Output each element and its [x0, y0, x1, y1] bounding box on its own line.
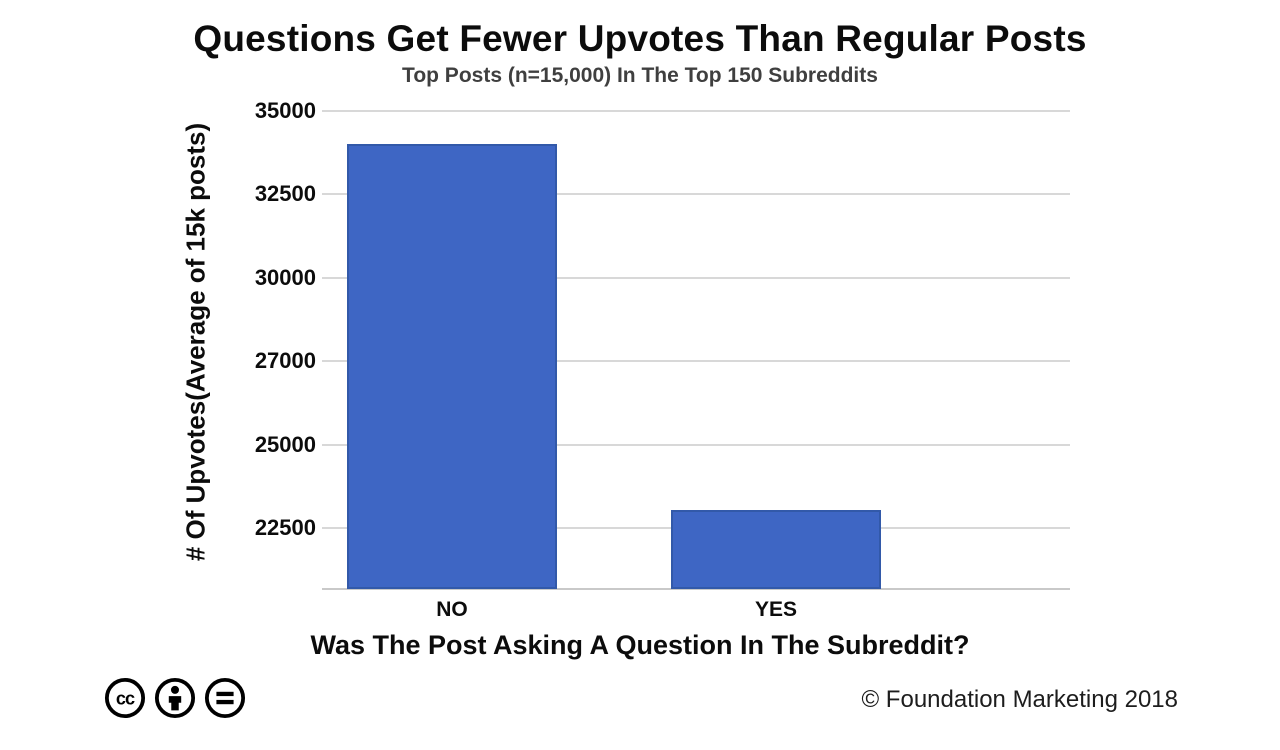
y-tick-label: 35000 [254, 98, 316, 123]
x-tick-label-yes: YES [754, 598, 798, 621]
x-tick-label-no: NO [436, 598, 468, 621]
attribution-person-icon [154, 677, 196, 719]
x-axis-line [322, 588, 1070, 590]
gridline [322, 193, 1070, 196]
gridline [322, 360, 1070, 363]
y-tick-label: 25000 [254, 431, 316, 457]
gridline [322, 443, 1070, 446]
bar-no [347, 144, 557, 589]
svg-text:cc: cc [116, 689, 135, 709]
cc-icon: cc [104, 677, 146, 719]
gridline [322, 110, 1070, 112]
chart-title: Questions Get Fewer Upvotes Than Regular… [193, 18, 1087, 59]
equals-no-derivatives-icon [204, 677, 246, 719]
y-tick-label: 32500 [254, 181, 316, 207]
y-tick-label: 27000 [254, 348, 316, 374]
chart-subtitle: Top Posts (n=15,000) In The Top 150 Subr… [402, 64, 878, 87]
y-tick-label: 30000 [254, 264, 316, 290]
bar-yes [671, 509, 881, 589]
x-axis-title: Was The Post Asking A Question In The Su… [310, 630, 970, 660]
license-icons: cc [104, 677, 246, 719]
copyright-text: © Foundation Marketing 2018 [861, 686, 1178, 713]
gridline [322, 276, 1070, 279]
y-tick-label: 22500 [254, 514, 316, 540]
